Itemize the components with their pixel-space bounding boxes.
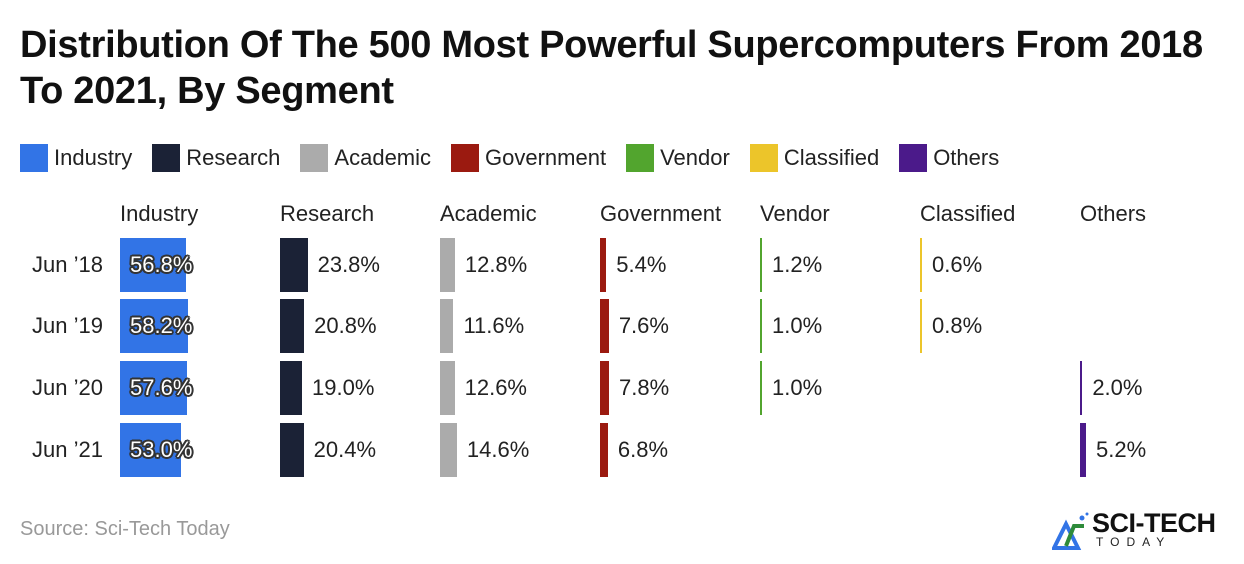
legend-swatch (899, 144, 928, 172)
bar-government (600, 423, 608, 477)
column-header: Classified (920, 201, 1016, 226)
data-label: 20.4% (313, 437, 377, 462)
data-label: 0.8% (932, 313, 983, 338)
data-label: 7.8% (619, 375, 670, 400)
legend-item-research: Research (152, 144, 280, 172)
bar-academic (440, 423, 457, 477)
bar-government (600, 238, 607, 292)
bar-industry (120, 238, 186, 292)
column-header: Industry (120, 201, 199, 226)
chart-title: Distribution Of The 500 Most Powerful Su… (20, 24, 1203, 112)
bar-research (280, 361, 303, 415)
data-label: 19.0% (312, 375, 375, 400)
bar-academic (440, 238, 455, 292)
legend-swatch (300, 144, 329, 172)
bar-industry (120, 361, 187, 415)
bar-academic (440, 361, 455, 415)
data-label: 57.6% (130, 375, 193, 400)
legend-item-others: Others (899, 144, 999, 172)
legend-item-academic: Academic (300, 144, 431, 172)
column-header: Vendor (760, 201, 830, 226)
column-header: Academic (440, 201, 537, 226)
bar-industry (120, 299, 188, 353)
legend-label: Others (933, 145, 1000, 170)
data-label: 11.6% (463, 313, 525, 338)
row-label: Jun ’20 (32, 375, 103, 400)
data-label: 23.8% (317, 252, 380, 277)
bar-others (1080, 423, 1087, 477)
bar-government (600, 299, 609, 353)
bar-classified (920, 238, 922, 292)
bar-classified (920, 299, 922, 353)
legend-swatch (152, 144, 181, 172)
data-label: 1.0% (772, 375, 823, 400)
sci-tech-today-logo: SCI-TECH TODAY (1050, 508, 1227, 550)
bar-industry (120, 423, 182, 477)
logo-text-line1: SCI-TECH (1092, 508, 1216, 538)
data-label: 56.8% (130, 252, 193, 277)
bar-vendor (760, 299, 762, 353)
data-label: 12.8% (464, 252, 528, 277)
data-label: 1.2% (772, 252, 823, 277)
legend-label: Classified (783, 145, 880, 170)
logo-icon (1050, 512, 1089, 550)
logo-text-line2: TODAY (1096, 535, 1172, 549)
row-label: Jun ’18 (32, 252, 103, 277)
legend-item-vendor: Vendor (626, 144, 730, 172)
data-label: 14.6% (466, 437, 530, 462)
bar-research (280, 238, 308, 292)
legend-swatch (451, 144, 480, 172)
legend-item-classified: Classified (749, 144, 880, 172)
row-label: Jun ’21 (32, 437, 103, 462)
legend-item-industry: Industry (20, 144, 132, 172)
data-label: 5.4% (616, 252, 667, 277)
bar-vendor (760, 361, 762, 415)
data-label: 53.0% (130, 437, 193, 462)
column-header: Others (1080, 201, 1147, 226)
bar-vendor (760, 238, 762, 292)
legend-swatch (20, 144, 48, 172)
bar-government (600, 361, 610, 415)
data-label: 2.0% (1092, 375, 1143, 400)
bar-research (280, 423, 304, 477)
legend: Industry Research Academic Government Vendor… (20, 144, 1019, 172)
legend-swatch (749, 144, 778, 172)
data-label: 1.0% (772, 313, 823, 338)
row-label: Jun ’19 (32, 313, 103, 338)
data-label: 20.8% (314, 313, 377, 338)
data-label: 12.6% (464, 375, 527, 400)
legend-label: Academic (334, 145, 432, 170)
data-label: 5.2% (1096, 437, 1147, 462)
column-header: Government (600, 201, 722, 226)
bar-research (280, 299, 305, 353)
legend-item-government: Government (451, 144, 606, 172)
source-text: Source: Sci-Tech Today (20, 518, 230, 540)
legend-label: Industry (54, 145, 133, 170)
legend-label: Research (186, 145, 281, 170)
column-header: Research (280, 201, 375, 226)
data-label: 0.6% (932, 252, 983, 277)
legend-label: Government (485, 145, 607, 170)
data-label: 58.2% (130, 313, 193, 338)
data-label: 7.6% (618, 313, 669, 338)
bar-others (1080, 361, 1083, 415)
legend-label: Vendor (660, 145, 730, 170)
legend-swatch (626, 144, 655, 172)
bar-academic (440, 299, 454, 353)
data-label: 6.8% (617, 437, 669, 462)
